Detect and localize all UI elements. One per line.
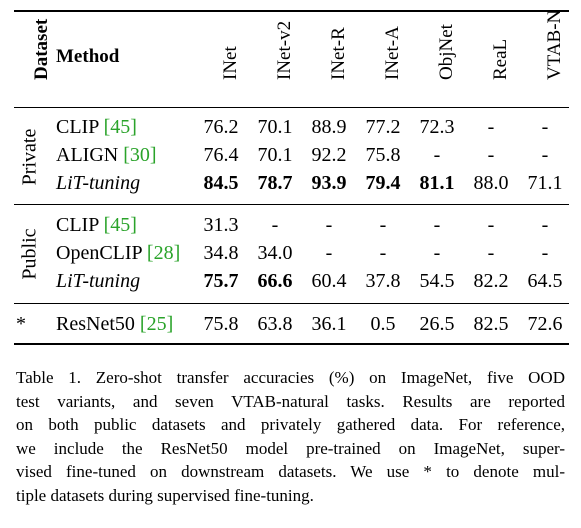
column-header-vtab-n: VTAB-N bbox=[544, 9, 565, 80]
table-cell: 70.1 bbox=[257, 116, 293, 138]
citation-link[interactable]: [45] bbox=[103, 116, 137, 138]
method-name: ALIGN [30] bbox=[56, 144, 157, 166]
method-name: OpenCLIP [28] bbox=[56, 242, 181, 264]
table-cell: 64.5 bbox=[527, 270, 563, 292]
table-cell: 36.1 bbox=[311, 313, 347, 335]
table-cell: - bbox=[433, 144, 441, 166]
citation-link[interactable]: [45] bbox=[103, 214, 137, 236]
method-name: ResNet50 [25] bbox=[56, 313, 174, 335]
table-cell: 60.4 bbox=[311, 270, 347, 292]
table-cell: 81.1 bbox=[419, 172, 455, 194]
table-row: CLIP [45] 31.3 - - - - - - bbox=[0, 213, 581, 237]
table-cell: - bbox=[541, 144, 549, 166]
citation-link[interactable]: [30] bbox=[123, 144, 157, 166]
top-rule bbox=[14, 10, 569, 12]
table-cell: 63.8 bbox=[257, 313, 293, 335]
table-cell: 92.2 bbox=[311, 144, 347, 166]
table-cell: 71.1 bbox=[527, 172, 563, 194]
table-cell: 93.9 bbox=[311, 172, 347, 194]
table-cell: - bbox=[487, 242, 495, 264]
table-cell: - bbox=[541, 242, 549, 264]
table-cell: 31.3 bbox=[203, 214, 239, 236]
table-cell: 54.5 bbox=[419, 270, 455, 292]
table-cell: - bbox=[433, 242, 441, 264]
table-cell: 76.2 bbox=[203, 116, 239, 138]
method-name: CLIP [45] bbox=[56, 116, 137, 138]
table-cell: 34.0 bbox=[257, 242, 293, 264]
table-cell: 75.7 bbox=[203, 270, 239, 292]
citation-link[interactable]: [25] bbox=[139, 313, 174, 335]
table-cell: - bbox=[487, 214, 495, 236]
column-header-inet-a: INet-A bbox=[382, 26, 403, 80]
bottom-rule bbox=[14, 343, 569, 345]
caption-line: tiple datasets during supervised fine-tu… bbox=[16, 485, 314, 505]
table-cell: 75.8 bbox=[203, 313, 239, 335]
table-cell: 70.1 bbox=[257, 144, 293, 166]
table-cell: - bbox=[271, 214, 279, 236]
method-column-header: Method bbox=[56, 46, 120, 67]
method-name: CLIP [45] bbox=[56, 214, 137, 236]
table-cell: 88.0 bbox=[473, 172, 509, 194]
table-cell: 75.8 bbox=[365, 144, 401, 166]
column-header-inet-r: INet-R bbox=[328, 27, 349, 80]
table-cell: - bbox=[325, 214, 333, 236]
table-cell: 66.6 bbox=[257, 270, 293, 292]
citation-link[interactable]: [28] bbox=[146, 242, 181, 264]
table-cell: 78.7 bbox=[257, 172, 293, 194]
table-cell: - bbox=[541, 116, 549, 138]
caption-line: we include the ResNet50 model pre-traine… bbox=[16, 438, 565, 458]
table-cell: 82.2 bbox=[473, 270, 509, 292]
table-row: LiT-tuning 84.5 78.7 93.9 79.4 81.1 88.0 71.1 bbox=[0, 171, 581, 195]
table-cell: - bbox=[487, 116, 495, 138]
table-cell: - bbox=[379, 214, 387, 236]
table-row: OpenCLIP [28] 34.8 34.0 - - - - - bbox=[0, 241, 581, 265]
table-cell: - bbox=[541, 214, 549, 236]
column-header-objnet: ObjNet bbox=[436, 24, 457, 80]
table-cell: 79.4 bbox=[365, 172, 401, 194]
table-row: CLIP [45] 76.2 70.1 88.9 77.2 72.3 - - bbox=[0, 115, 581, 139]
dataset-column-header: Dataset bbox=[31, 18, 52, 80]
group-rule-1 bbox=[14, 204, 569, 205]
table-cell: 88.9 bbox=[311, 116, 347, 138]
table-cell: 76.4 bbox=[203, 144, 239, 166]
group-rule-2 bbox=[14, 303, 569, 304]
caption-line: on both public datasets and privately ga… bbox=[16, 415, 565, 434]
column-header-real: ReaL bbox=[490, 38, 511, 80]
table-cell: 34.8 bbox=[203, 242, 239, 264]
column-header-inet-v2: INet-v2 bbox=[274, 20, 295, 80]
table-cell: 72.6 bbox=[527, 313, 563, 335]
table-cell: - bbox=[379, 242, 387, 264]
group-label-star: * bbox=[16, 313, 26, 335]
table-cell: - bbox=[487, 144, 495, 166]
table-cell: 84.5 bbox=[203, 172, 239, 194]
caption-line: vised fine-tuned on downstream datasets.… bbox=[16, 462, 565, 481]
caption-line: test variants, and seven VTAB-natural ta… bbox=[16, 391, 565, 411]
caption-line: Table 1. Zero-shot transfer accuracies (… bbox=[16, 368, 565, 387]
table-cell: 77.2 bbox=[365, 116, 401, 138]
table-cell: 0.5 bbox=[370, 313, 396, 335]
table-cell: - bbox=[325, 242, 333, 264]
table-cell: 37.8 bbox=[365, 270, 401, 292]
table-cell: 72.3 bbox=[419, 116, 455, 138]
table-cell: 82.5 bbox=[473, 313, 509, 335]
column-header-inet: INet bbox=[220, 46, 241, 80]
table-row: * ResNet50 [25] 75.8 63.8 36.1 0.5 26.5 82.5 72.… bbox=[0, 312, 581, 336]
table-row: ALIGN [30] 76.4 70.1 92.2 75.8 - - - bbox=[0, 143, 581, 167]
table-caption: Table 1. Zero-shot transfer accuracies (… bbox=[16, 366, 565, 507]
table-cell: 26.5 bbox=[419, 313, 455, 335]
table-cell: - bbox=[433, 214, 441, 236]
table-row: LiT-tuning 75.7 66.6 60.4 37.8 54.5 82.2 64.5 bbox=[0, 269, 581, 293]
method-name: LiT-tuning bbox=[56, 270, 141, 292]
method-name: LiT-tuning bbox=[56, 172, 141, 194]
header-rule bbox=[14, 107, 569, 108]
